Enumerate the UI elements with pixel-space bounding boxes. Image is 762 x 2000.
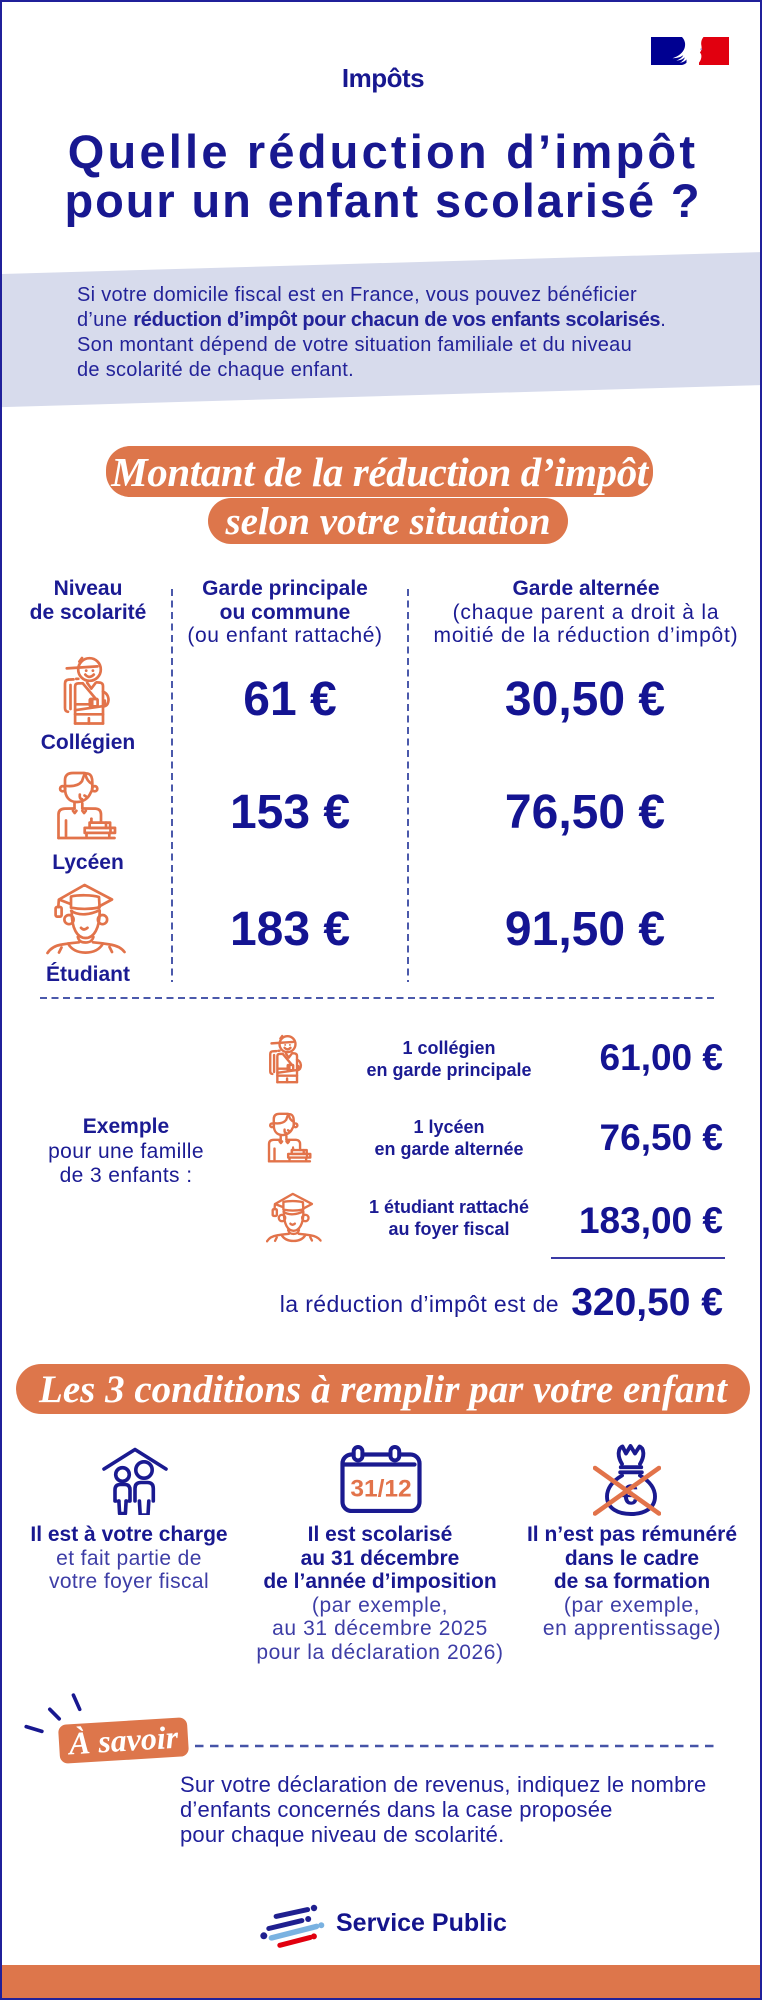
svg-text:31/12: 31/12 bbox=[350, 1476, 411, 1503]
